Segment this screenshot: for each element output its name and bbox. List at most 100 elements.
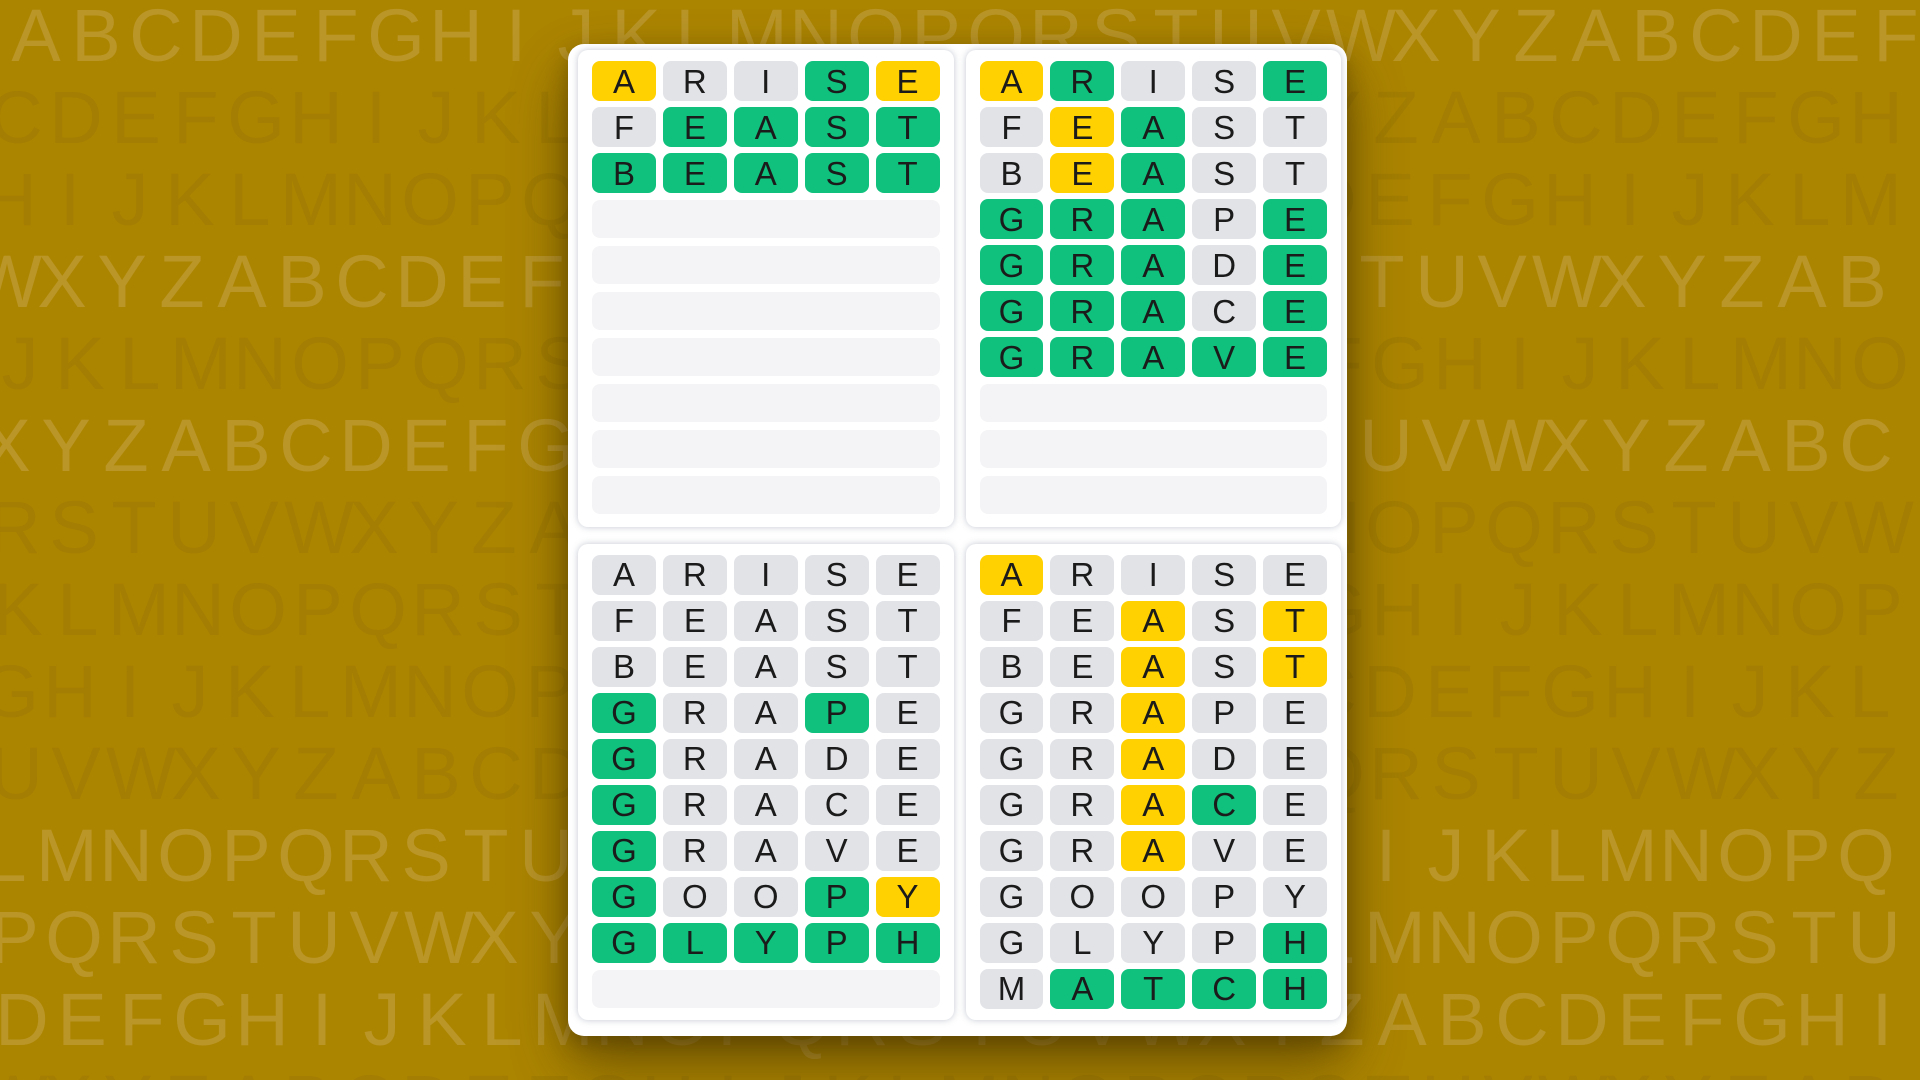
background-letter: T <box>463 813 509 897</box>
background-letter: B <box>277 239 327 323</box>
background-letter: R <box>1547 485 1601 569</box>
letter-tile: R <box>662 784 727 825</box>
background-letter: N <box>1793 321 1847 405</box>
background-letter: D <box>398 1059 458 1080</box>
background-letter: F <box>1873 0 1919 77</box>
background-letter: L <box>1545 813 1587 897</box>
background-letter: P <box>0 895 39 979</box>
background-letter: F <box>313 0 359 77</box>
letter-tile: A <box>1121 646 1186 687</box>
letter-tile: G <box>592 830 656 871</box>
empty-guess-row <box>592 338 940 377</box>
background-letter: T <box>231 895 277 979</box>
background-letter: H <box>0 157 37 241</box>
background-letter: O <box>1717 813 1775 897</box>
background-letter: C <box>1839 403 1893 487</box>
background-letter: L <box>1849 649 1891 733</box>
letter-tile: A <box>1121 199 1186 240</box>
background-letter: L <box>229 157 271 241</box>
empty-guess-row <box>979 384 1327 423</box>
background-letter: Z <box>1718 1059 1778 1080</box>
background-letter: F <box>1679 977 1725 1061</box>
background-letter: D <box>395 239 449 323</box>
background-letter: N <box>998 1059 1058 1080</box>
letter-tile: G <box>979 291 1044 332</box>
background-letter: G <box>1371 321 1429 405</box>
background-letter: R <box>339 813 393 897</box>
letter-tile: S <box>804 646 869 687</box>
letter-tile: E <box>1050 600 1115 641</box>
letter-tile: A <box>733 600 798 641</box>
letter-tile: C <box>804 784 869 825</box>
letter-tile: A <box>1121 692 1186 733</box>
letter-tile: B <box>979 646 1044 687</box>
background-letter: N <box>403 649 457 733</box>
letter-tile: D <box>1192 738 1257 779</box>
background-letter: H <box>1849 75 1903 159</box>
background-letter: S <box>1609 485 1659 569</box>
background-letter: G <box>0 649 39 733</box>
background-letter: X <box>37 239 87 323</box>
background-letter: L <box>1789 157 1831 241</box>
background-letter: K <box>471 75 521 159</box>
background-letter: L <box>1679 321 1721 405</box>
background-letter: B <box>1437 977 1487 1061</box>
letter-tile: L <box>662 922 727 963</box>
background-letter: G <box>173 977 231 1061</box>
background-letter: Q <box>1178 1059 1238 1080</box>
letter-tile: E <box>1050 646 1115 687</box>
background-letter: Z <box>1373 75 1419 159</box>
background-letter: Q <box>45 895 103 979</box>
letter-tile: G <box>979 830 1044 871</box>
background-letter: S <box>473 567 523 651</box>
background-letter: F <box>1427 157 1473 241</box>
letter-tile: A <box>1121 153 1186 194</box>
letter-tile: T <box>875 107 940 148</box>
background-letter: G <box>1481 157 1539 241</box>
background-letter: O <box>291 321 349 405</box>
letter-tile: A <box>979 61 1044 102</box>
background-letter: Y <box>1451 0 1501 77</box>
background-letter: Y <box>1601 403 1651 487</box>
background-letter: U <box>1415 239 1469 323</box>
background-letter: Y <box>98 1059 158 1080</box>
background-letter: P <box>1781 813 1831 897</box>
background-letter: Z <box>158 1059 218 1080</box>
background-letter: H <box>1795 977 1849 1061</box>
background-letter: P <box>465 157 515 241</box>
background-letter: T <box>111 485 157 569</box>
background-letter: N <box>233 321 287 405</box>
letter-tile: E <box>875 738 940 779</box>
letter-tile: Y <box>1121 922 1186 963</box>
letter-tile: I <box>1121 554 1186 595</box>
letter-tile: E <box>875 554 940 595</box>
letter-tile: G <box>979 922 1044 963</box>
background-letter: X <box>38 1059 98 1080</box>
background-letter: Y <box>1657 239 1707 323</box>
letter-tile: B <box>979 153 1044 194</box>
background-letter: T <box>1359 239 1405 323</box>
letter-tile: R <box>662 830 727 871</box>
letter-tile: A <box>1121 291 1186 332</box>
background-letter: R <box>1238 1059 1298 1080</box>
letter-tile: A <box>592 554 656 595</box>
empty-guess-row <box>592 292 940 331</box>
background-letter: Y <box>97 239 147 323</box>
background-letter: V <box>1611 731 1661 815</box>
background-letter: K <box>417 977 467 1061</box>
background-letter: Q <box>1837 813 1895 897</box>
background-letter: D <box>339 403 393 487</box>
letter-tile: D <box>1192 245 1257 286</box>
empty-guess-row <box>592 200 940 239</box>
letter-tile: E <box>1050 107 1115 148</box>
background-letter: Z <box>1719 239 1765 323</box>
background-letter: G <box>1733 977 1791 1061</box>
background-letter: E <box>111 75 161 159</box>
background-letter: Z <box>471 485 517 569</box>
background-letter: G <box>517 403 575 487</box>
background-letter: J <box>111 157 149 241</box>
background-letter: Z <box>293 731 339 815</box>
